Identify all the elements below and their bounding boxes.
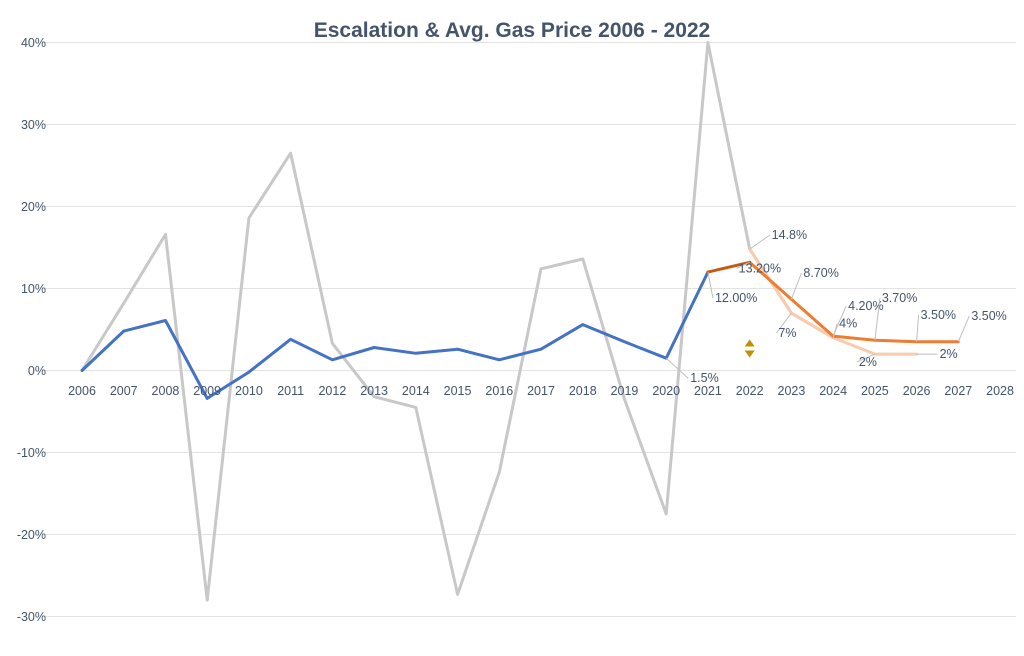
x-tick-label: 2028 [986,384,1014,398]
leader-line [957,315,970,342]
y-tick-label: -20% [17,528,46,542]
arrow-down-icon [744,350,755,358]
data-label: 7% [778,326,796,340]
y-tick-label: 30% [21,118,46,132]
x-tick-label: 2023 [778,384,806,398]
y-axis: -30% -20% -10% 0% 10% 20% 30% 40% [17,36,46,624]
data-label: 13.20% [739,261,781,275]
x-tick-label: 2016 [485,384,513,398]
series-line-forecast-low [748,247,919,356]
leader-line [856,353,876,363]
y-tick-label: -10% [17,446,46,460]
leader-line [749,234,770,250]
data-label: 1.5% [690,371,719,385]
data-label: 3.50% [971,309,1006,323]
x-tick-label: 2007 [110,384,138,398]
series-line-forecast-dark [706,260,752,274]
x-tick-label: 2015 [444,384,472,398]
leader-line [736,261,750,269]
leader-line [874,298,881,341]
data-label: 8.70% [803,266,838,280]
data-label: 4% [839,317,857,331]
y-tick-label: 40% [21,36,46,50]
x-tick-label: 2012 [318,384,346,398]
leader-line [707,272,714,299]
x-tick-label: 2017 [527,384,555,398]
leader-line [832,323,838,338]
y-tick-label: 20% [21,200,46,214]
data-label: 14.8% [772,228,807,242]
x-tick-label: 2025 [861,384,889,398]
data-label: 2% [859,355,877,369]
data-label: 4.20% [848,299,883,313]
y-tick-label: 0% [28,364,46,378]
x-tick-label: 2008 [152,384,180,398]
chart-title: Escalation & Avg. Gas Price 2006 - 2022 [314,19,711,42]
data-label: 3.50% [921,308,956,322]
x-tick-label: 2024 [819,384,847,398]
marker [744,339,755,358]
x-tick-label: 2019 [611,384,639,398]
series [80,41,960,602]
x-tick-label: 2014 [402,384,430,398]
leader-line [776,312,792,334]
x-tick-label: 2026 [903,384,931,398]
x-tick-label: 2006 [68,384,96,398]
gridlines [42,42,1016,617]
x-tick-label: 2027 [944,384,972,398]
data-labels: 14.8% 8.70% 13.20% 12.00% 1.5% 7% 4.20%3.70% 4%… [665,228,1007,385]
series-line-forecast-high [748,260,960,344]
data-label: 2% [940,347,958,361]
x-tick-label: 2020 [652,384,680,398]
x-axis: 2006 2007 2008 2009 2010 2011 2012 2013 2014 2015… [68,384,1014,398]
leader-line [916,314,920,342]
series-line-escalation [80,270,710,400]
x-tick-label: 2013 [360,384,388,398]
data-label: 12.00% [715,291,757,305]
x-tick-label: 2018 [569,384,597,398]
x-tick-label: 2009 [193,384,221,398]
x-tick-label: 2011 [277,384,304,398]
leader-line [790,272,802,300]
leader-line [665,357,689,379]
x-tick-label: 2010 [235,384,263,398]
y-tick-label: -30% [17,610,46,624]
x-tick-label: 2022 [736,384,764,398]
series-line-gas-price [80,41,835,602]
data-label: 3.70% [882,291,917,305]
arrow-up-icon [744,339,755,347]
x-tick-label: 2021 [694,384,722,398]
y-tick-label: 10% [21,282,46,296]
